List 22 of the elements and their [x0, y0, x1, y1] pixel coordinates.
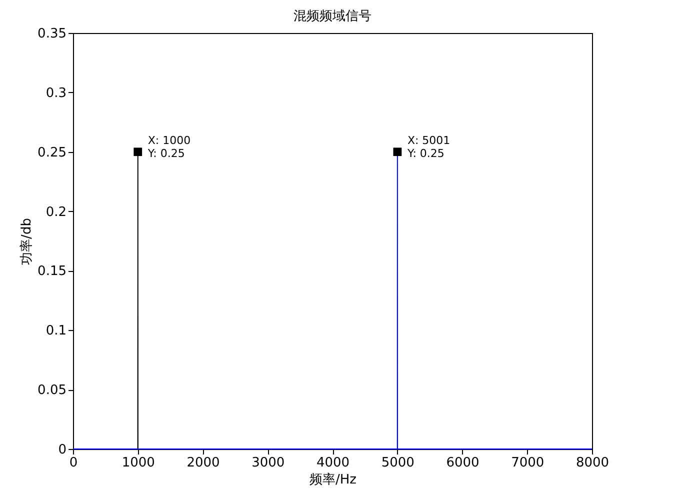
x-axis-title: 频率/Hz — [310, 472, 357, 488]
x-tick-label: 6000 — [446, 456, 480, 470]
x-tick-label: 5000 — [381, 456, 414, 470]
annotation: X: 5001 Y: 0.25 — [406, 134, 450, 160]
annotation: X: 1000 Y: 0.25 — [146, 134, 191, 160]
y-tick-label: 0.3 — [46, 86, 66, 101]
x-tick-label: 2000 — [186, 456, 220, 470]
y-axis-title: 功率/db — [18, 218, 35, 265]
y-tick-label: 0.2 — [46, 204, 66, 220]
chart-title: 混频频域信号 — [294, 9, 372, 24]
y-tick-label: 0 — [58, 442, 66, 458]
y-tick-label: 0.25 — [38, 145, 66, 160]
y-tick-label: 0.1 — [46, 324, 66, 339]
x-tick-label: 3000 — [252, 456, 285, 470]
x-tick-label: 4000 — [316, 456, 350, 470]
y-tick-label: 0.35 — [38, 26, 66, 42]
y-tick-label: 0.05 — [38, 383, 66, 398]
x-tick-label: 7000 — [511, 456, 544, 470]
y-tick-label: 0.15 — [38, 264, 66, 280]
x-tick-label: 1000 — [122, 456, 155, 470]
x-tick-label: 8000 — [576, 456, 610, 470]
x-tick-label: 0 — [69, 456, 78, 470]
